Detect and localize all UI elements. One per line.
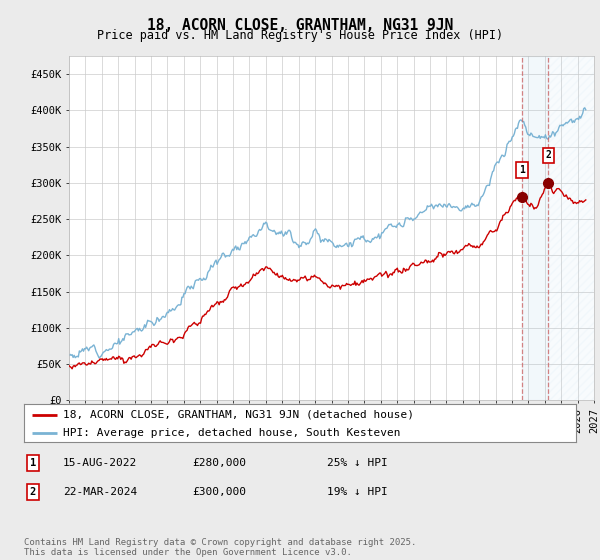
Text: 19% ↓ HPI: 19% ↓ HPI: [327, 487, 388, 497]
Text: £280,000: £280,000: [192, 458, 246, 468]
Text: 18, ACORN CLOSE, GRANTHAM, NG31 9JN: 18, ACORN CLOSE, GRANTHAM, NG31 9JN: [147, 18, 453, 34]
Text: 22-MAR-2024: 22-MAR-2024: [63, 487, 137, 497]
Text: 1: 1: [519, 165, 525, 175]
Text: 1: 1: [30, 458, 36, 468]
Bar: [522, 56, 548, 400]
Text: £300,000: £300,000: [192, 487, 246, 497]
Text: HPI: Average price, detached house, South Kesteven: HPI: Average price, detached house, Sout…: [62, 428, 400, 438]
Text: 18, ACORN CLOSE, GRANTHAM, NG31 9JN (detached house): 18, ACORN CLOSE, GRANTHAM, NG31 9JN (det…: [62, 410, 413, 420]
Text: 15-AUG-2022: 15-AUG-2022: [63, 458, 137, 468]
Bar: [548, 56, 594, 400]
Text: Price paid vs. HM Land Registry's House Price Index (HPI): Price paid vs. HM Land Registry's House …: [97, 29, 503, 42]
Text: 2: 2: [30, 487, 36, 497]
Text: Contains HM Land Registry data © Crown copyright and database right 2025.
This d: Contains HM Land Registry data © Crown c…: [24, 538, 416, 557]
Text: 2: 2: [545, 150, 551, 160]
Text: 25% ↓ HPI: 25% ↓ HPI: [327, 458, 388, 468]
